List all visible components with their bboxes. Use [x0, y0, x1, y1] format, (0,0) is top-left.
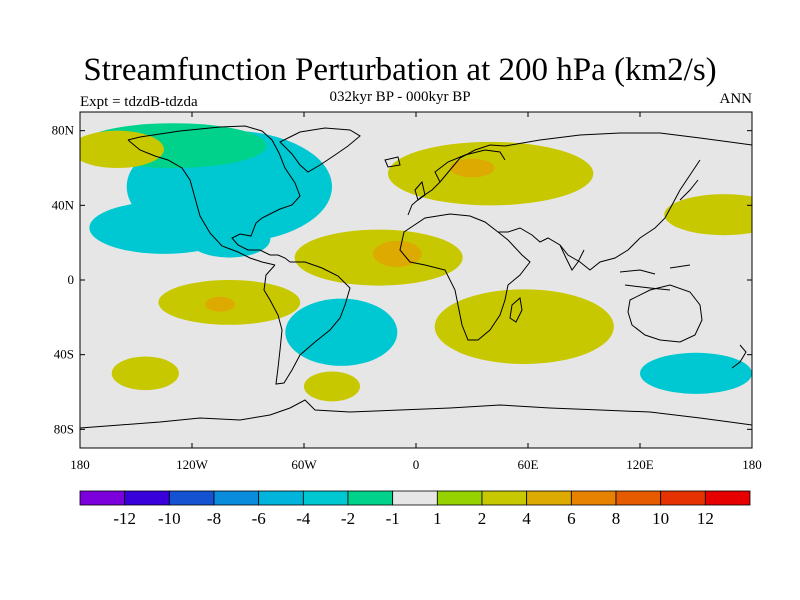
colorbar-box [79, 490, 126, 506]
colorbar-box [436, 490, 483, 506]
colorbar-label: -4 [296, 509, 311, 528]
coastline-indonesia [619, 264, 691, 291]
coastline-scandinavia [439, 144, 506, 183]
coastline-south-america [263, 261, 351, 385]
colorbar-label: -12 [113, 509, 136, 528]
colorbar-label: -1 [386, 509, 400, 528]
coastline-africa [399, 213, 531, 341]
field-anomaly-17 [304, 371, 360, 402]
x-tick-label: 120W [176, 457, 209, 472]
coastline-europe [407, 149, 506, 216]
y-tick-label: 80S [54, 421, 74, 436]
colorbar-label: 2 [478, 509, 487, 528]
coastline-north-america [127, 125, 301, 263]
coastline-greenland [279, 127, 361, 173]
coastline-north-america-west [127, 139, 276, 266]
colorbar-box [481, 490, 528, 506]
field-anomaly-14 [640, 352, 752, 394]
colorbar-label: 6 [567, 509, 576, 528]
colorbar-box [258, 490, 304, 506]
chart-subtitle: 032kyr BP - 000kyr BP [329, 89, 471, 105]
field-anomaly-12 [285, 298, 398, 366]
colorbar-label: -10 [158, 509, 181, 528]
y-tick-label: 40N [52, 197, 75, 212]
colorbar-box [392, 490, 438, 506]
x-tick-label: 120E [626, 457, 654, 472]
field-anomaly-11 [434, 289, 614, 364]
season-label: ANN [719, 91, 753, 107]
colorbar-label: 10 [652, 509, 669, 528]
axes-layer: 80N 40N 0 40S 80S 180 120W 60W 0 60E 120E 180 [52, 112, 762, 472]
coastline-iceland [384, 156, 401, 168]
coastline-uk [414, 180, 426, 201]
colorbar-label: 1 [433, 509, 442, 528]
colorbar-label: 4 [522, 509, 531, 528]
field-anomaly-8 [373, 240, 422, 267]
colorbar-label: -8 [207, 509, 221, 528]
chart-title: Streamfunction Perturbation at 200 hPa (… [83, 52, 717, 88]
coastlines [80, 125, 752, 429]
field-anomaly-2 [188, 220, 271, 258]
x-tick-label: 0 [413, 457, 420, 472]
colorbar-box [302, 490, 349, 506]
y-tick-label: 40S [54, 347, 74, 362]
colorbar-label: -2 [341, 509, 355, 528]
coastline-india [559, 244, 585, 271]
x-tick-label: 60W [291, 457, 317, 472]
coastline-madagascar [509, 297, 523, 323]
coastline-asia [498, 132, 752, 271]
colorbar-box [124, 490, 170, 506]
colorbar-label: -6 [252, 509, 266, 528]
field-anomaly-4 [80, 130, 164, 168]
colorbar-box [213, 490, 260, 506]
colorbar-box [168, 490, 215, 506]
colorbar-box [704, 490, 751, 506]
experiment-label: Expt = tdzdB-tdzda [80, 94, 198, 110]
field-anomaly-5 [388, 141, 594, 206]
field-anomaly-15 [696, 369, 734, 385]
colorbar-box [526, 490, 572, 506]
field-anomaly-16 [111, 356, 179, 391]
colorbar-box [615, 490, 662, 506]
colorbar-label: 8 [612, 509, 621, 528]
y-tick-label: 80N [52, 123, 75, 138]
colorbar-box [347, 490, 394, 506]
x-tick-label: 60E [518, 457, 539, 472]
colorbar-label: 12 [697, 509, 714, 528]
coastline-australia [627, 284, 703, 343]
field-layer [80, 123, 752, 402]
colorbar: -12 -10 -8 -6 -4 -2 -1 1 2 4 6 8 10 12 [79, 490, 751, 528]
x-tick-label: 180 [742, 457, 762, 472]
colorbar-box [660, 490, 706, 506]
coastline-antarctica [80, 399, 752, 429]
colorbar-box [570, 490, 617, 506]
field-anomaly-13 [664, 194, 752, 236]
field-anomaly-10 [205, 296, 235, 312]
y-tick-label: 0 [68, 272, 75, 287]
x-tick-label: 180 [70, 457, 90, 472]
coastline-new-zealand [731, 344, 747, 369]
field-anomaly-6 [449, 158, 495, 178]
coastline-japan [679, 179, 699, 201]
